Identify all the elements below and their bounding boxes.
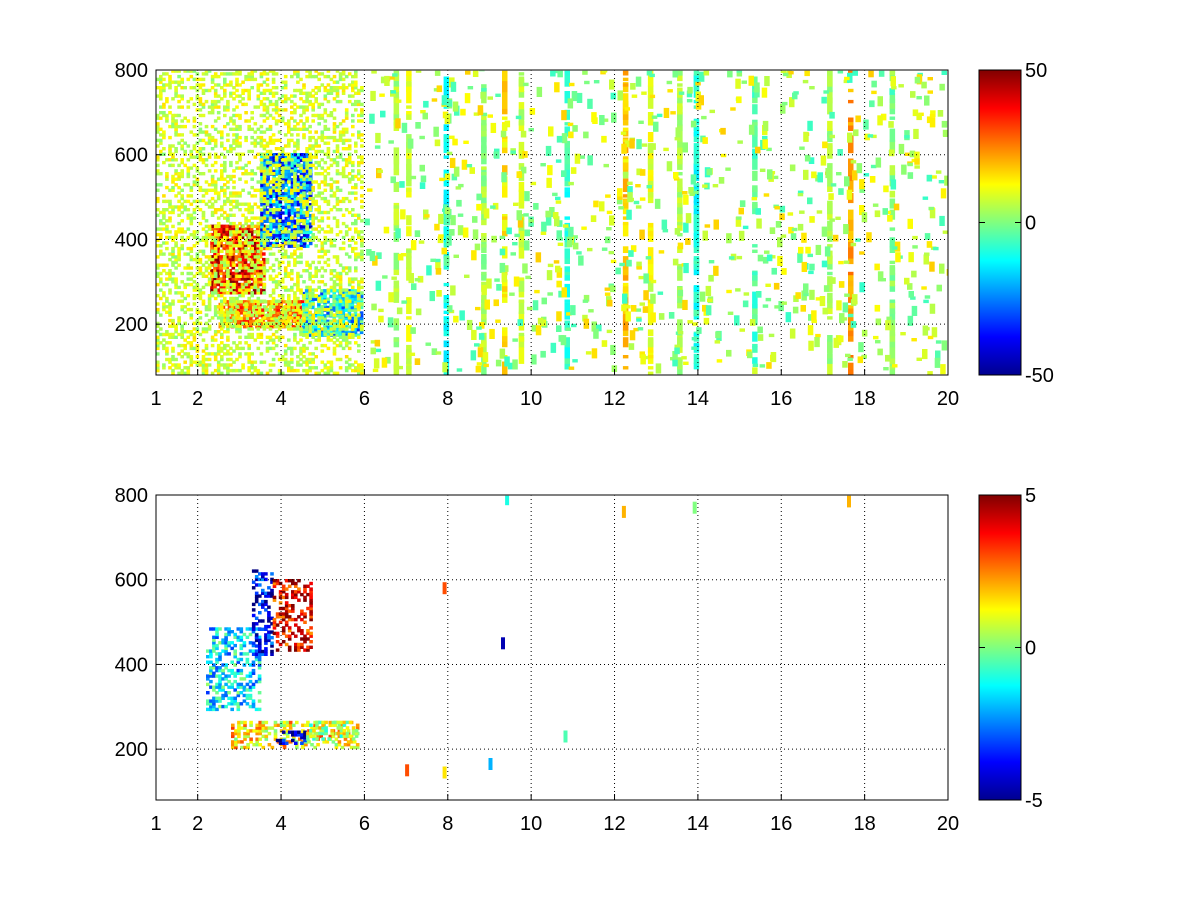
top-column-streak-3 <box>481 84 487 375</box>
bottom-point-6 <box>563 730 568 743</box>
top-x-tick-label: 10 <box>520 388 542 410</box>
top-colorbar-tick-label: 50 <box>1025 60 1047 82</box>
bottom-point-2 <box>442 582 447 595</box>
top-x-tick-label: 12 <box>603 388 625 410</box>
top-x-tick-label: 1 <box>150 388 161 410</box>
bottom-colorbar-gradient <box>978 494 1022 801</box>
bottom-x-tick-label: 2 <box>192 813 203 835</box>
bottom-y-tick-label: 800 <box>115 485 148 507</box>
top-y-tick-label: 600 <box>115 145 148 167</box>
top-x-tick-label: 18 <box>854 388 876 410</box>
top-column-streak-6 <box>564 70 570 370</box>
top-column-streak-12 <box>827 70 833 375</box>
top-colorbar: 50 0 -50 <box>978 60 1054 387</box>
bottom-colorbar-ticks: 5 0 -5 <box>979 485 1043 812</box>
top-heatmap-cells <box>156 70 948 375</box>
bottom-x-tick-label: 6 <box>359 813 370 835</box>
bottom-x-tick-label: 4 <box>275 813 286 835</box>
bottom-colorbar-tick-label: 0 <box>1025 638 1036 660</box>
top-x-tick-label: 2 <box>192 388 203 410</box>
bottom-colorbar-tick-label: 5 <box>1025 485 1036 507</box>
top-column-streak-13 <box>848 70 854 375</box>
bottom-colorbar: 5 0 -5 <box>978 485 1043 812</box>
top-colorbar-tick-label: -50 <box>1025 365 1054 387</box>
top-y-ticks: 200 400 600 800 <box>115 60 162 336</box>
top-x-tick-label: 8 <box>442 388 453 410</box>
bottom-point-7 <box>621 505 626 518</box>
top-plot-frame <box>155 69 949 376</box>
bottom-heatmap-region-5 <box>306 720 359 741</box>
top-x-tick-label: 6 <box>359 388 370 410</box>
top-y-tick-label: 200 <box>115 314 148 336</box>
bottom-x-tick-label: 12 <box>603 813 625 835</box>
bottom-y-tick-label: 200 <box>115 739 148 761</box>
top-x-tick-label: 4 <box>275 388 286 410</box>
top-column-streak-4 <box>502 70 508 375</box>
top-x-tick-label: 16 <box>770 388 792 410</box>
bottom-heatmap-cells <box>206 495 851 779</box>
bottom-x-tick-label: 8 <box>442 813 453 835</box>
bottom-y-ticks: 200 400 600 800 <box>115 485 162 761</box>
bottom-point-1 <box>442 766 447 779</box>
bottom-point-9 <box>847 495 851 508</box>
top-y-tick-label: 400 <box>115 229 148 251</box>
bottom-x-tick-label: 16 <box>770 813 792 835</box>
bottom-x-tick-label: 18 <box>854 813 876 835</box>
top-x-tick-label: 14 <box>687 388 709 410</box>
bottom-plot-frame <box>155 494 949 801</box>
bottom-heatmap-region-2 <box>272 579 313 652</box>
top-colorbar-gradient <box>978 69 1022 376</box>
top-colorbar-ticks: 50 0 -50 <box>979 60 1054 387</box>
bottom-colorbar-tick-label: -5 <box>1025 790 1043 812</box>
bottom-point-3 <box>488 758 493 770</box>
top-heatmap-region-4 <box>156 70 364 375</box>
top-x-ticks: 1 2 4 6 8 10 12 14 16 18 20 <box>150 369 959 410</box>
bottom-x-tick-label: 20 <box>937 813 959 835</box>
bottom-x-tick-label: 10 <box>520 813 542 835</box>
bottom-point-8 <box>692 501 697 514</box>
bottom-grid <box>156 494 948 800</box>
bottom-point-5 <box>505 495 510 506</box>
bottom-x-tick-label: 1 <box>150 813 161 835</box>
top-colorbar-tick-label: 0 <box>1025 213 1036 235</box>
top-x-tick-label: 20 <box>937 388 959 410</box>
bottom-point-4 <box>501 637 505 650</box>
bottom-point-0 <box>405 764 410 777</box>
bottom-y-tick-label: 600 <box>115 570 148 592</box>
top-column-streak-9 <box>677 70 683 375</box>
bottom-heatmap-region-0 <box>206 627 262 712</box>
bottom-x-ticks: 1 2 4 6 8 10 12 14 16 18 20 <box>150 794 959 835</box>
top-y-tick-label: 800 <box>115 60 148 82</box>
top-speckle <box>364 70 948 375</box>
bottom-x-tick-label: 14 <box>687 813 709 835</box>
top-column-streak-5 <box>518 72 525 364</box>
top-column-streak-0 <box>393 70 400 375</box>
bottom-heatmap-region-1 <box>251 569 274 656</box>
bottom-y-tick-label: 400 <box>115 654 148 676</box>
